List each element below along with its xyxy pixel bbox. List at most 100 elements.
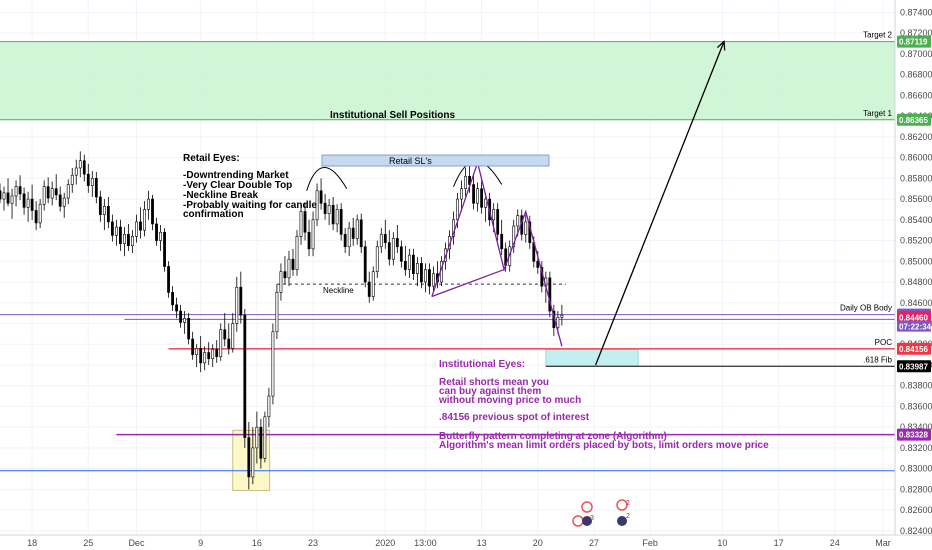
candle-body-up <box>90 178 94 186</box>
candle-body-up <box>74 167 78 176</box>
candle <box>355 214 359 245</box>
candle <box>127 223 130 251</box>
event-icon[interactable] <box>582 516 592 526</box>
candle-body-up <box>263 416 267 459</box>
event-icon[interactable] <box>572 515 584 527</box>
candle <box>147 190 150 220</box>
candle <box>432 266 435 293</box>
time-tick: 24 <box>830 538 840 548</box>
retail-sl-label: Retail SL's <box>389 156 432 166</box>
candle-body-up <box>556 316 560 328</box>
candle <box>14 180 18 207</box>
candle <box>279 263 283 301</box>
candle-body-up <box>38 203 42 224</box>
candle <box>239 271 243 324</box>
retail-line-3: -Neckline Break <box>183 190 258 201</box>
candle-body-down <box>187 318 191 340</box>
candle <box>359 213 363 253</box>
candle <box>315 183 319 227</box>
time-tick: 17 <box>774 538 784 548</box>
candle-body-down <box>227 338 231 349</box>
candle <box>159 224 162 251</box>
price-tick: 0.87400 <box>900 7 932 17</box>
candle <box>420 257 423 289</box>
event-badges[interactable]: 2 3 2 <box>572 499 630 527</box>
price-badge-label: 0.83987 <box>899 362 928 371</box>
candle <box>143 201 146 237</box>
time-tick: 13 <box>477 538 487 548</box>
candle <box>118 219 122 251</box>
price-badge[interactable] <box>897 360 931 373</box>
candle-body-up <box>275 292 279 333</box>
time-tick: 13:00 <box>414 538 437 548</box>
candle <box>415 257 419 287</box>
candle-body-down <box>110 221 114 236</box>
event-icon[interactable] <box>616 499 628 511</box>
projection-arrow <box>594 41 725 366</box>
liquidity-box <box>232 429 271 491</box>
candle-body-down <box>331 204 335 225</box>
price-tick: 0.82600 <box>900 505 932 515</box>
time-tick: 2020 <box>375 538 395 548</box>
candle-body-up <box>295 236 299 270</box>
candle <box>255 411 259 464</box>
candle-body-down <box>175 304 178 312</box>
candle-body-up <box>287 258 291 279</box>
candle <box>512 219 516 253</box>
time-tick: 10 <box>717 538 727 548</box>
candle <box>375 240 379 278</box>
event-icon[interactable] <box>581 501 593 513</box>
retail-line-4: -Probably waiting for candle <box>183 200 317 211</box>
price-badge[interactable] <box>897 35 931 48</box>
candle-body-up <box>231 323 235 349</box>
level-name: .618 Fib <box>863 355 892 364</box>
candle-body-up <box>516 215 520 227</box>
candle <box>227 323 231 355</box>
candle-body-down <box>155 223 158 241</box>
price-axis[interactable]: 0.874000.872000.870000.868000.866000.864… <box>840 0 932 550</box>
candle-body-down <box>319 190 323 204</box>
candle <box>548 271 552 318</box>
price-tick: 0.86800 <box>900 70 932 80</box>
time-tick: Feb <box>642 538 658 548</box>
candle <box>191 331 195 360</box>
candle-body-down <box>367 281 371 297</box>
candle <box>26 191 30 222</box>
candle-body-down <box>167 266 170 293</box>
candle <box>223 313 227 347</box>
candle <box>267 387 271 428</box>
time-axis[interactable]: 18 25 Dec 9 16 23 2020 13:00 13 20 27 Feb 10 17 24 Mar <box>0 534 932 550</box>
candle <box>287 250 291 287</box>
candle <box>86 163 90 193</box>
candle-body-up <box>203 352 207 364</box>
institutional-eyes-title: Institutional Eyes: <box>439 359 525 370</box>
arrow-head <box>716 40 726 51</box>
candle-body-up <box>135 221 138 237</box>
candle <box>74 159 78 185</box>
candle-body-down <box>22 193 26 208</box>
event-icon[interactable] <box>617 516 627 526</box>
candle <box>480 180 484 214</box>
candle-body-down <box>339 209 343 235</box>
candle-body-up <box>524 221 528 235</box>
price-badge[interactable] <box>897 311 931 324</box>
candle <box>335 204 339 233</box>
candle-body-up <box>143 209 146 231</box>
candle <box>199 335 203 373</box>
candle <box>139 207 142 239</box>
price-tick: 0.87000 <box>900 49 932 59</box>
candle-body-down <box>46 186 50 199</box>
candle-body-down <box>472 184 475 204</box>
time-tick: 25 <box>83 538 93 548</box>
candle <box>66 179 70 205</box>
candle-body-up <box>512 225 516 248</box>
candle <box>102 199 106 231</box>
price-badge-label: 0.84156 <box>899 345 928 354</box>
candle-body-down <box>127 234 130 247</box>
price-badge[interactable] <box>897 342 931 355</box>
candle-body-up <box>407 254 411 270</box>
retail-line-1: -Downtrending Market <box>183 170 289 181</box>
price-badge[interactable] <box>897 113 931 126</box>
price-badge[interactable] <box>897 428 931 441</box>
